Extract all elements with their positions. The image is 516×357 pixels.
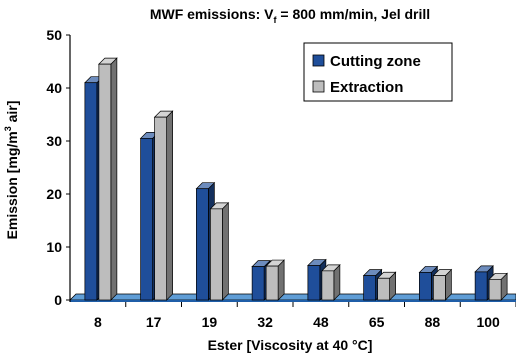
- bar-extraction-17: [153, 110, 174, 301]
- bar-extraction-88: [432, 268, 453, 301]
- bar-extraction-8: [98, 57, 118, 301]
- legend-swatch-extraction: [312, 80, 325, 93]
- x-tick-label-65: 65: [369, 314, 385, 330]
- legend: Cutting zone Extraction: [303, 42, 453, 102]
- y-tick-label: 20: [46, 186, 62, 202]
- x-tick-label-88: 88: [425, 314, 441, 330]
- x-tick-label-48: 48: [313, 314, 329, 330]
- x-axis-ticks: 8 17 19 32 48 65 88 100: [94, 302, 516, 330]
- y-tick-label: 40: [46, 80, 62, 96]
- x-axis-label: Ester [Viscosity at 40 °C]: [208, 337, 373, 353]
- bar-cutting-zone-65: [362, 268, 383, 301]
- y-tick-label: 10: [46, 239, 62, 255]
- x-tick-label-32: 32: [257, 314, 273, 330]
- x-tick-label-17: 17: [146, 314, 162, 330]
- legend-label-cutting-zone: Cutting zone: [330, 53, 421, 70]
- x-tick-label-100: 100: [476, 314, 500, 330]
- chart-floor-edge: [70, 300, 516, 302]
- y-axis-ticks: 0 10 20 30 40 50: [46, 27, 70, 308]
- y-tick-label: 0: [54, 292, 62, 308]
- bar-extraction-65: [376, 271, 397, 301]
- y-tick-label: 30: [46, 133, 62, 149]
- bar-extraction-100: [488, 272, 508, 301]
- y-tick-label: 50: [46, 27, 62, 43]
- bar-extraction-32: [265, 259, 285, 301]
- x-tick-label-8: 8: [94, 314, 102, 330]
- bar-extraction-48: [321, 264, 341, 301]
- legend-swatch-cutting-zone: [312, 54, 325, 67]
- legend-box: [303, 42, 453, 102]
- chart-title: MWF emissions: Vf = 800 mm/min, Jel dril…: [150, 6, 430, 25]
- plot-area: [69, 35, 516, 302]
- legend-label-extraction: Extraction: [330, 79, 403, 96]
- y-axis-label: Emission [mg/m3 air]: [3, 101, 20, 240]
- x-tick-label-19: 19: [202, 314, 218, 330]
- bar-extraction-19: [209, 201, 230, 301]
